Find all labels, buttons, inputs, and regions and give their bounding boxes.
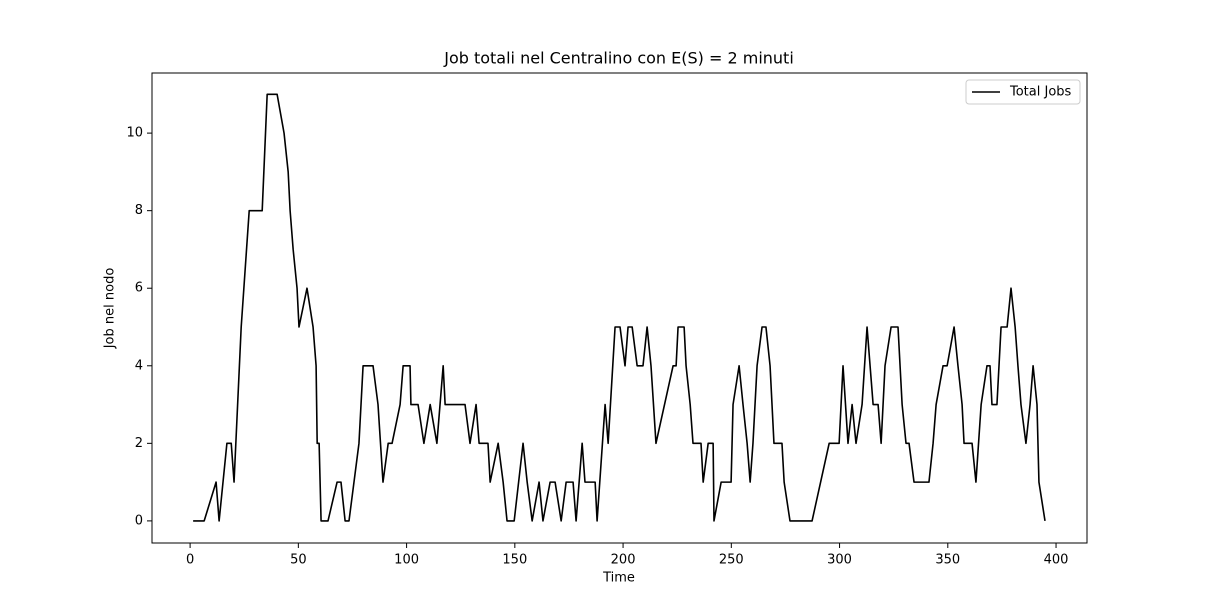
x-tick-label: 350 bbox=[935, 553, 960, 568]
y-tick-label: 4 bbox=[135, 358, 143, 373]
x-tick-label: 50 bbox=[290, 553, 307, 568]
chart-title: Job totali nel Centralino con E(S) = 2 m… bbox=[443, 49, 794, 68]
x-tick-label: 400 bbox=[1044, 553, 1069, 568]
y-tick-label: 0 bbox=[135, 513, 143, 528]
x-tick-label: 0 bbox=[186, 553, 194, 568]
y-tick-label: 8 bbox=[135, 203, 143, 218]
y-tick-label: 10 bbox=[126, 126, 143, 141]
legend-label: Total Jobs bbox=[1009, 85, 1072, 100]
y-tick-label: 6 bbox=[135, 281, 143, 296]
x-tick-label: 250 bbox=[719, 553, 744, 568]
x-tick-label: 300 bbox=[827, 553, 852, 568]
y-axis-label: Job nel nodo bbox=[103, 268, 118, 350]
y-tick-label: 2 bbox=[135, 436, 143, 451]
legend-box bbox=[965, 79, 1081, 105]
x-tick-label: 150 bbox=[502, 553, 527, 568]
data-line bbox=[193, 93, 1046, 522]
x-tick-label: 200 bbox=[611, 553, 636, 568]
x-axis-label: Time bbox=[602, 571, 635, 586]
x-tick-label: 100 bbox=[394, 553, 419, 568]
plot-frame bbox=[151, 72, 1088, 544]
legend: Total Jobs bbox=[965, 79, 1081, 105]
